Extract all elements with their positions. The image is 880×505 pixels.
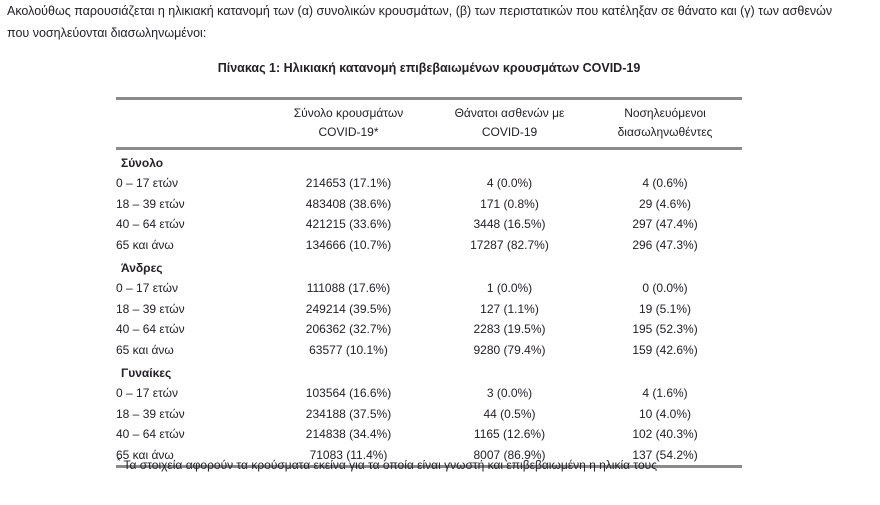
group-label: Άνδρες [121, 261, 163, 276]
age-label: 40 – 64 ετών [116, 217, 185, 232]
table-row: 18 – 39 ετών 234188 (37.5%) 44 (0.5%) 10 (4… [116, 404, 742, 424]
intro-paragraph: Ακολούθως παρουσιάζεται η ηλικιακή καταν… [7, 4, 833, 40]
cases-value: 234188 (37.5%) [305, 406, 392, 421]
cases-value: 214653 (17.1%) [305, 176, 392, 191]
deaths-value: 3 (0.0%) [486, 386, 533, 401]
deaths-value: 3448 (16.5%) [473, 217, 546, 232]
group-label: Γυναίκες [121, 366, 172, 381]
col-header-intubated-line2: διασωληνωθέντες [617, 125, 713, 139]
age-label: 18 – 39 ετών [116, 196, 185, 211]
intubated-value: 159 (42.6%) [632, 342, 698, 357]
intubated-value: 29 (4.6%) [638, 196, 692, 211]
intubated-value: 0 (0.0%) [642, 281, 688, 296]
table-row: 40 – 64 ετών 421215 (33.6%) 3448 (16.5%) 29… [116, 214, 742, 234]
table-row: 0 – 17 ετών 111088 (17.6%) 1 (0.0%) 0 (0.0%… [116, 278, 742, 298]
deaths-value: 127 (1.1%) [480, 301, 539, 316]
group-row: Σύνολο [116, 149, 742, 174]
cases-value: 483408 (38.6%) [305, 196, 392, 211]
age-label: 18 – 39 ετών [116, 301, 185, 316]
table-header: Σύνολο κρουσμάτων COVID-19* Θάνατοι ασθε… [116, 98, 742, 149]
col-header-deaths: Θάνατοι ασθενών με COVID-19 [431, 99, 588, 149]
table-row: 65 και άνω 134666 (10.7%) 17287 (82.7%) 296… [116, 235, 742, 255]
table-row: 0 – 17 ετών 214653 (17.1%) 4 (0.0%) 4 (0.6%… [116, 173, 742, 193]
cases-value: 134666 (10.7%) [305, 237, 392, 252]
intubated-value: 297 (47.4%) [632, 217, 698, 232]
cases-value: 71083 (11.4%) [309, 447, 388, 462]
col-header-empty [116, 99, 266, 149]
intubated-value: 4 (0.6%) [642, 176, 688, 191]
cases-value: 206362 (32.7%) [305, 322, 392, 337]
intubated-value: 137 (54.2%) [632, 447, 698, 462]
deaths-value: 17287 (82.7%) [470, 237, 549, 252]
col-header-cases: Σύνολο κρουσμάτων COVID-19* [266, 99, 431, 149]
table-row: 65 και άνω 71083 (11.4%) 8007 (86.9%) 137 (… [116, 445, 742, 467]
table-row: 18 – 39 ετών 483408 (38.6%) 171 (0.8%) 29 (… [116, 194, 742, 214]
col-header-deaths-line1: Θάνατοι ασθενών με [454, 106, 565, 120]
age-label: 65 και άνω [116, 447, 174, 462]
cases-value: 103564 (16.6%) [305, 386, 392, 401]
intubated-value: 195 (52.3%) [632, 322, 698, 337]
header-row: Σύνολο κρουσμάτων COVID-19* Θάνατοι ασθε… [116, 98, 742, 149]
table-row: 40 – 64 ετών 214838 (34.4%) 1165 (12.6%) 10… [116, 424, 742, 444]
intubated-value: 296 (47.3%) [632, 237, 698, 252]
deaths-value: 1 (0.0%) [486, 281, 533, 296]
group-row: Γυναίκες [116, 360, 742, 383]
cases-value: 421215 (33.6%) [305, 217, 392, 232]
age-label: 65 και άνω [116, 237, 174, 252]
age-label: 0 – 17 ετών [116, 386, 178, 401]
covid-age-table: Σύνολο κρουσμάτων COVID-19* Θάνατοι ασθε… [116, 97, 742, 468]
footnote-text: Τα στοιχεία αφορούν τα κρούσματα εκείνα … [123, 458, 657, 472]
age-label: 40 – 64 ετών [116, 427, 185, 442]
intubated-value: 19 (5.1%) [638, 301, 692, 316]
group-row: Άνδρες [116, 255, 742, 278]
group-label: Σύνολο [121, 156, 164, 170]
table-row: 18 – 39 ετών 249214 (39.5%) 127 (1.1%) 19 (… [116, 299, 742, 319]
age-label: 0 – 17 ετών [116, 281, 178, 296]
deaths-value: 4 (0.0%) [486, 176, 533, 191]
age-label: 40 – 64 ετών [116, 322, 185, 337]
age-label: 0 – 17 ετών [116, 176, 178, 191]
age-label: 65 και άνω [116, 342, 174, 357]
footnote-asterisk: * [117, 456, 121, 466]
cases-value: 111088 (17.6%) [306, 281, 391, 296]
cases-value: 214838 (34.4%) [305, 427, 392, 442]
intubated-value: 102 (40.3%) [632, 427, 698, 442]
col-header-cases-line2: COVID-19* [318, 125, 379, 139]
deaths-value: 171 (0.8%) [480, 196, 539, 211]
intubated-value: 4 (1.6%) [642, 386, 688, 401]
intubated-value: 10 (4.0%) [638, 406, 692, 421]
deaths-value: 9280 (79.4%) [473, 342, 546, 357]
col-header-cases-line1: Σύνολο κρουσμάτων [293, 106, 404, 120]
cases-value: 249214 (39.5%) [305, 301, 392, 316]
deaths-value: 2283 (19.5%) [473, 322, 546, 337]
table-title: Πίνακας 1: Ηλικιακή κατανομή επιβεβαιωμέ… [217, 61, 641, 75]
col-header-deaths-line2: COVID-19 [481, 125, 538, 139]
age-label: 18 – 39 ετών [116, 406, 185, 421]
cases-value: 63577 (10.1%) [309, 342, 388, 357]
table-row: 40 – 64 ετών 206362 (32.7%) 2283 (19.5%) 19… [116, 319, 742, 339]
table-footnote: * Τα στοιχεία αφορούν τα κρούσματα εκείνα… [117, 456, 817, 472]
deaths-value: 44 (0.5%) [483, 406, 536, 421]
table-row: 65 και άνω 63577 (10.1%) 9280 (79.4%) 159 (… [116, 340, 742, 360]
table-row: 0 – 17 ετών 103564 (16.6%) 3 (0.0%) 4 (1.6%… [116, 383, 742, 403]
col-header-intubated-line1: Νοσηλευόμενοι [624, 106, 706, 120]
table-body: Σύνολο 0 – 17 ετών 214653 (17.1%) 4 (0.0%) 4… [116, 149, 742, 467]
deaths-value: 8007 (86.9%) [473, 447, 546, 462]
deaths-value: 1165 (12.6%) [473, 427, 546, 442]
col-header-intubated: Νοσηλευόμενοι διασωληνωθέντες [588, 99, 742, 149]
